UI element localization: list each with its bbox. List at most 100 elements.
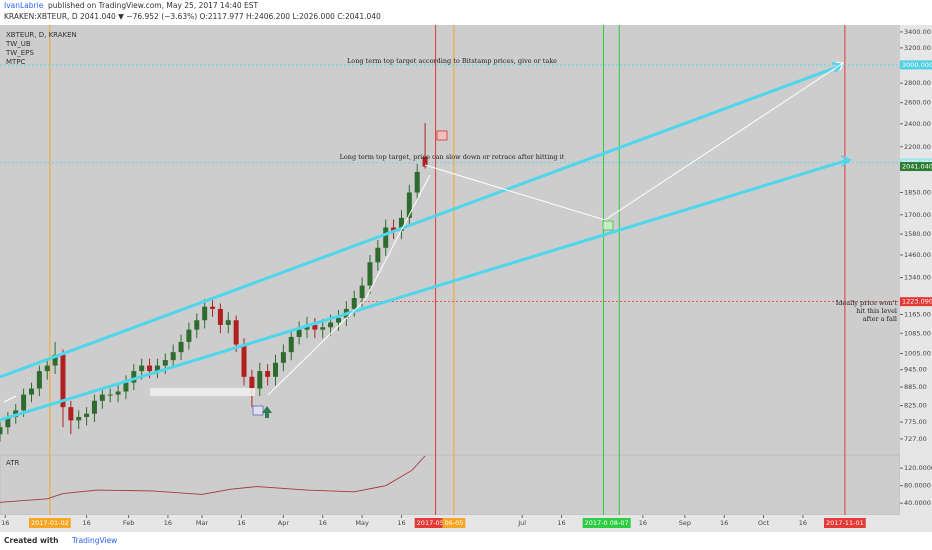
date-label-box: [824, 518, 866, 528]
atr-label: ATR: [6, 459, 20, 467]
x-tick-label: 16: [799, 519, 807, 527]
candle-body: [249, 376, 255, 389]
legend-item: MTPC: [6, 58, 26, 66]
annotation: after a fall: [863, 315, 897, 323]
footer-brand[interactable]: TradingView: [71, 536, 117, 545]
date-line-label: 2017-08-01: [585, 519, 623, 527]
marker-box: [602, 220, 614, 231]
y-tick-label: 2200.00: [904, 143, 931, 151]
date-line-label: 06-05: [444, 519, 463, 527]
candle-body: [288, 336, 294, 353]
y-tick-label: 1340.00: [904, 274, 931, 282]
candle-body: [273, 362, 279, 377]
author[interactable]: IvanLabrie: [4, 1, 44, 10]
candle-body: [115, 391, 121, 395]
y-tick-label: 3200.00: [904, 44, 931, 52]
price-label-box: [900, 60, 932, 70]
candle-body: [367, 262, 373, 286]
channel-upper: [0, 64, 841, 379]
x-tick-label: 16: [397, 519, 405, 527]
candle-body: [5, 416, 11, 428]
x-tick-label: 16: [164, 519, 172, 527]
x-tick-label: Mar: [196, 519, 209, 527]
candle-body: [170, 352, 176, 361]
date-line-label: 2017-01-02: [31, 519, 69, 527]
time-axis: [0, 515, 932, 532]
x-tick-label: 16: [82, 519, 90, 527]
published: published on TradingView.com, May 25, 20…: [48, 1, 259, 10]
candle-body: [398, 217, 404, 231]
footer-created: Created with: [4, 536, 58, 545]
y-tick-label: 1580.00: [904, 230, 931, 238]
annotation: Ideally price won't: [836, 299, 898, 307]
candle-body: [139, 365, 145, 372]
drawings: Long term top target according to Bitsta…: [0, 31, 897, 545]
candle-body: [383, 227, 389, 248]
y-tick-label: 1460.00: [904, 251, 931, 259]
candle-body: [52, 354, 58, 366]
candle-body: [147, 365, 153, 372]
atr-tick-label: 120.0000: [904, 464, 932, 472]
y-tick-label: 2600.00: [904, 99, 931, 107]
arrow: [3, 395, 17, 403]
x-tick-label: Feb: [123, 519, 135, 527]
x-tick-label: Oct: [758, 519, 770, 527]
x-tick-label: 16: [639, 519, 647, 527]
marker-box: [436, 130, 448, 141]
x-tick-label: Jul: [517, 519, 526, 527]
candle-body: [422, 156, 428, 167]
candle-body: [296, 329, 302, 337]
candle-body: [68, 407, 74, 421]
candle-body: [123, 382, 129, 392]
x-tick-label: 16: [1, 519, 9, 527]
candle-body: [233, 320, 239, 345]
x-tick-label: Apr: [278, 519, 290, 527]
price-pane: [0, 25, 900, 455]
legend-item: TW_EPS: [5, 49, 34, 57]
arrowhead: [835, 61, 844, 71]
date-label-box: [582, 518, 625, 528]
path-arrow: [267, 174, 431, 396]
candle-body: [414, 171, 420, 193]
candle-body: [76, 416, 82, 421]
date-line-label: 08-07: [610, 519, 629, 527]
y-tick-label: 2400.00: [904, 120, 931, 128]
atr-line: [0, 455, 426, 503]
candle-body: [0, 427, 3, 435]
candle-body: [131, 371, 137, 383]
candle-body: [194, 320, 200, 330]
candle-body: [320, 327, 326, 330]
marker-box: [252, 405, 264, 416]
candle-body: [217, 308, 223, 325]
y-tick-label: 825.00: [904, 402, 927, 410]
candle-body: [312, 324, 318, 330]
y-tick-label: 1850.00: [904, 188, 931, 196]
candle-body: [335, 317, 341, 323]
channel-lower: [0, 158, 849, 422]
y-tick-label: 2800.00: [904, 79, 931, 87]
candle-body: [202, 306, 208, 321]
y-tick-label: 1700.00: [904, 211, 931, 219]
quote: KRAKEN:XBTEUR, D 2041.040 ▼ −76.952 (−3.…: [4, 12, 381, 21]
candle-body: [99, 394, 105, 401]
candle-body: [257, 371, 263, 389]
price-label-box: [900, 162, 932, 172]
x-tick-label: Sep: [679, 519, 691, 527]
candle-body: [391, 227, 397, 231]
annotation: Long term top target, price can slow dow…: [340, 153, 565, 161]
candle-body: [406, 192, 412, 218]
atr-tick-label: 40.0000: [904, 499, 931, 507]
up-arrow: [262, 406, 272, 418]
range-box: [150, 388, 255, 396]
date-label-box: [28, 518, 71, 528]
y-tick-label: 775.00: [904, 418, 927, 426]
candle-body: [241, 344, 247, 377]
y-tick-label: 945.00: [904, 366, 927, 374]
candle-body: [84, 413, 90, 417]
annotation: Long term top target according to Bitsta…: [347, 57, 557, 65]
x-tick-label: 16: [720, 519, 728, 527]
candle-body: [375, 247, 381, 263]
candle-body: [351, 298, 357, 309]
x-tick-label: 16: [237, 519, 245, 527]
arrowhead: [840, 155, 852, 167]
